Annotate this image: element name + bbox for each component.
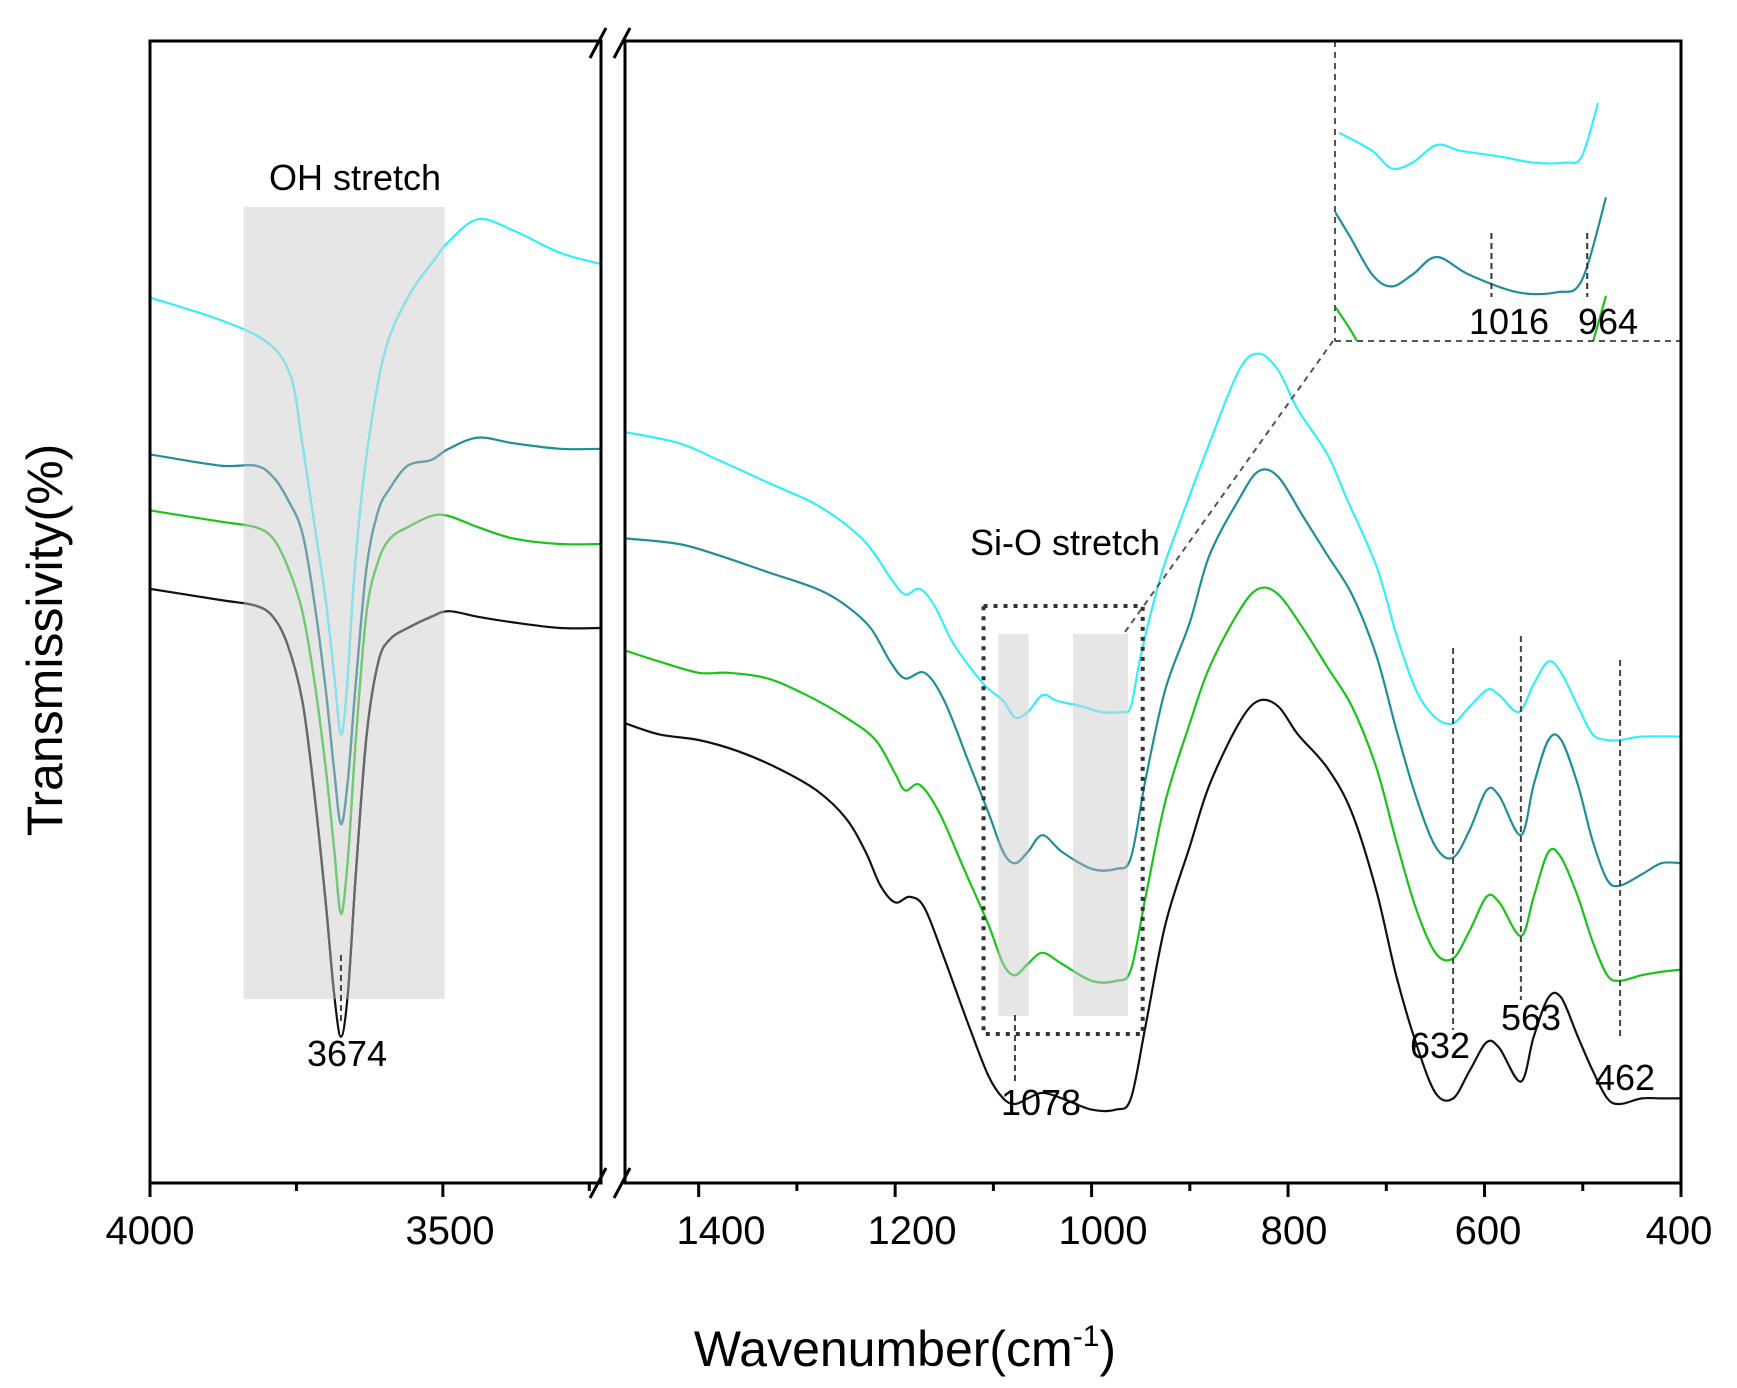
right-panel-frame <box>623 39 1683 1185</box>
series-black-right-band <box>998 698 1128 1016</box>
tick-label-3500: 3500 <box>406 1209 495 1253</box>
curve-layer <box>151 217 1680 1113</box>
tick-label-4000: 4000 <box>106 1209 195 1253</box>
inset-series-black <box>1316 387 1606 477</box>
peak-label-1078: 1078 <box>1001 1082 1081 1123</box>
sio-shaded-band-1 <box>998 634 1029 1016</box>
x-axis-title-main: Wavenumber(cm <box>694 1321 1073 1377</box>
oh-shaded-band <box>243 207 445 999</box>
series-green-right <box>626 586 1680 984</box>
inset-leader-line <box>1124 340 1334 633</box>
annotation-layer <box>339 41 1681 1085</box>
inset-peak-label-964: 964 <box>1578 301 1638 342</box>
x-axis-title-suffix: ) <box>1099 1321 1116 1377</box>
series-cyan-right <box>626 352 1680 742</box>
series-black-right <box>626 698 1680 1113</box>
tick-label-800: 800 <box>1261 1209 1328 1253</box>
inset-series-cyan <box>1338 102 1599 171</box>
series-teal-right <box>626 468 1680 888</box>
series-cyan-left-band <box>243 244 445 736</box>
series-black-left-band <box>243 602 445 999</box>
y-axis-title: Transmissivity(%) <box>17 444 73 837</box>
sio-stretch-label: Si-O stretch <box>970 522 1160 563</box>
tick-label-600: 600 <box>1455 1209 1522 1253</box>
tick-label-1200: 1200 <box>868 1209 957 1253</box>
inset-series-green <box>1335 295 1607 341</box>
axis-break-top <box>588 27 632 59</box>
tick-label-1000: 1000 <box>1059 1209 1148 1253</box>
tick-label-400: 400 <box>1646 1209 1713 1253</box>
axis-layer <box>148 1183 1683 1197</box>
axis-break-bottom <box>588 1167 632 1199</box>
sio-dotted-box <box>981 604 1145 1036</box>
peak-label-462: 462 <box>1595 1057 1655 1098</box>
series-teal-left-band <box>243 449 445 826</box>
inset-series-teal <box>1335 197 1607 296</box>
inset-peak-label-1016: 1016 <box>1469 301 1549 342</box>
background-layer <box>243 207 1128 1016</box>
peak-label-3674: 3674 <box>307 1033 387 1074</box>
left-panel-frame <box>148 39 603 1185</box>
peak-label-563: 563 <box>1501 997 1561 1038</box>
sio-shaded-band-2 <box>1072 634 1128 1016</box>
series-green-right-band <box>998 634 1128 984</box>
series-green-left-band <box>243 513 445 915</box>
tick-label-1400: 1400 <box>677 1209 766 1253</box>
oh-stretch-label: OH stretch <box>269 157 441 198</box>
peak-label-632: 632 <box>1410 1025 1470 1066</box>
inset-layer <box>1316 102 1607 477</box>
x-axis-title-superscript: -1 <box>1073 1320 1100 1353</box>
x-axis-title: Wavenumber(cm-1) <box>694 1320 1116 1377</box>
